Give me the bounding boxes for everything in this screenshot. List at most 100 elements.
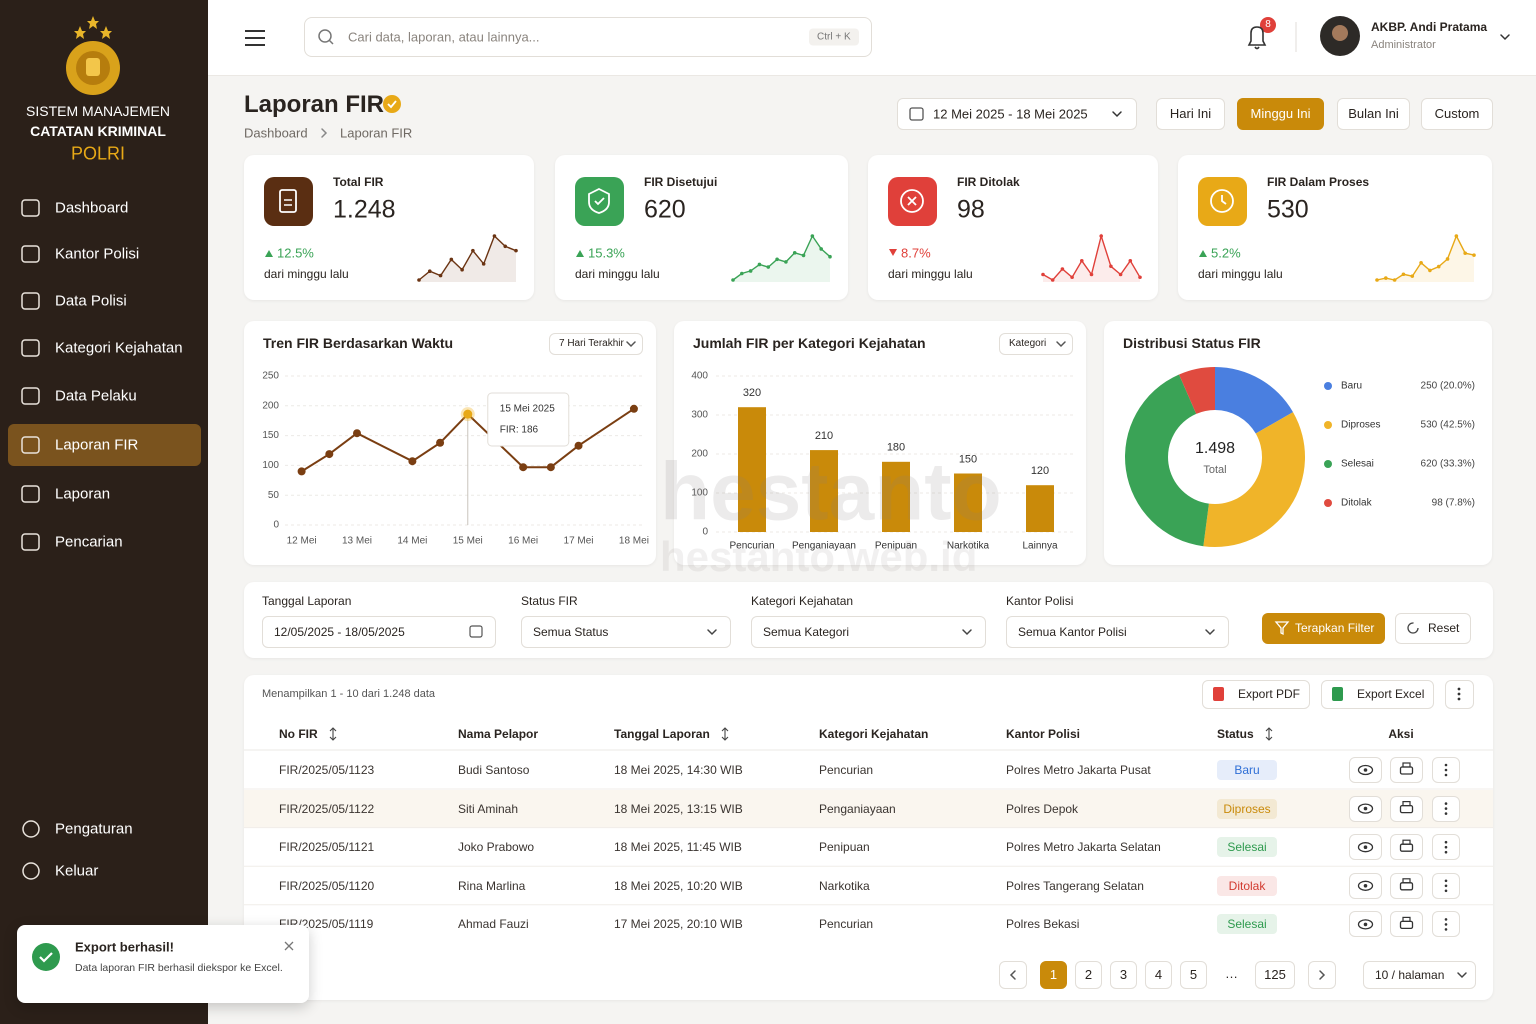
chart-dropdown[interactable]: Kategori bbox=[999, 333, 1073, 355]
page-button[interactable]: 125 bbox=[1255, 961, 1295, 989]
table-cell: Penganiayaan bbox=[819, 801, 896, 816]
reset-button[interactable]: Reset bbox=[1395, 613, 1471, 644]
view-button[interactable] bbox=[1349, 795, 1382, 822]
date-range-picker[interactable] bbox=[897, 98, 1137, 130]
stat-label: Total FIR bbox=[333, 175, 384, 189]
column-header[interactable]: Status bbox=[1217, 727, 1254, 741]
page-button[interactable]: 4 bbox=[1145, 961, 1172, 989]
table-cell: Polres Bekasi bbox=[1006, 917, 1080, 932]
menu-item[interactable]: Kantor Polisi bbox=[55, 245, 140, 263]
print-button[interactable] bbox=[1390, 911, 1423, 938]
print-button[interactable] bbox=[1390, 757, 1423, 783]
filter-input[interactable]: Semua Status bbox=[521, 616, 731, 648]
menu-item[interactable]: Data Polisi bbox=[55, 292, 127, 310]
table-panel bbox=[244, 675, 1493, 1000]
stat-value: 620 bbox=[644, 195, 686, 224]
column-header[interactable]: Tanggal Laporan bbox=[614, 727, 710, 741]
stat-value: 1.248 bbox=[333, 195, 396, 224]
chart-dropdown[interactable]: 7 Hari Terakhir bbox=[549, 333, 643, 355]
status-badge: Baru bbox=[1217, 760, 1277, 780]
column-header: Kategori Kejahatan bbox=[819, 727, 929, 741]
stat-change: 5.2% bbox=[1211, 245, 1241, 261]
filter-input[interactable]: Semua Kantor Polisi bbox=[1006, 616, 1229, 648]
page-button[interactable]: 1 bbox=[1040, 961, 1067, 989]
more-button[interactable] bbox=[1432, 911, 1460, 938]
menu-item[interactable]: Pencarian bbox=[55, 533, 123, 551]
print-button[interactable] bbox=[1390, 795, 1423, 822]
more-button[interactable] bbox=[1432, 795, 1460, 822]
table-cell: Polres Metro Jakarta Pusat bbox=[1006, 763, 1151, 777]
menu-item[interactable]: Kategori Kejahatan bbox=[55, 339, 183, 357]
column-header[interactable]: No FIR bbox=[279, 727, 318, 741]
stat-note: dari minggu lalu bbox=[888, 267, 973, 281]
menu-item[interactable]: Laporan FIR bbox=[55, 436, 139, 454]
toast: Export berhasil! Data laporan FIR berhasi… bbox=[17, 925, 309, 1003]
menu-item[interactable]: Data Pelaku bbox=[55, 387, 137, 405]
search-placeholder: Cari data, laporan, atau lainnya... bbox=[348, 29, 540, 45]
filter-input[interactable]: Semua Kategori bbox=[751, 616, 986, 648]
toast-message: Data laporan FIR berhasil diekspor ke Ex… bbox=[75, 962, 283, 974]
toast-title: Export berhasil! bbox=[75, 939, 174, 955]
next-page[interactable] bbox=[1308, 961, 1336, 989]
period-button[interactable]: Minggu Ini bbox=[1237, 98, 1324, 130]
stat-icon-box bbox=[575, 177, 624, 226]
sidebar bbox=[0, 0, 208, 1024]
stat-change: 8.7% bbox=[901, 245, 931, 261]
brand-text: CATATAN KRIMINAL bbox=[30, 123, 166, 139]
print-button[interactable] bbox=[1390, 872, 1423, 899]
table-cell: 18 Mei 2025, 11:45 WIB bbox=[614, 840, 742, 855]
stat-icon-box bbox=[264, 177, 313, 226]
menu-item[interactable]: Keluar bbox=[55, 862, 99, 880]
print-button[interactable] bbox=[1390, 834, 1423, 861]
stat-change: 12.5% bbox=[277, 245, 314, 261]
table-cell: Penipuan bbox=[819, 840, 870, 855]
brand-text: SISTEM MANAJEMEN bbox=[26, 103, 170, 119]
page-button[interactable]: 5 bbox=[1180, 961, 1207, 989]
prev-page[interactable] bbox=[999, 961, 1027, 989]
export-button[interactable]: Export Excel bbox=[1321, 680, 1434, 709]
more-button[interactable] bbox=[1432, 872, 1460, 899]
period-button[interactable]: Hari Ini bbox=[1156, 98, 1225, 130]
stat-note: dari minggu lalu bbox=[264, 267, 349, 281]
table-cell: Rina Marlina bbox=[458, 878, 526, 893]
view-button[interactable] bbox=[1349, 872, 1382, 899]
notification-badge[interactable]: 8 bbox=[1260, 17, 1276, 33]
menu-active-bg bbox=[8, 424, 201, 466]
view-button[interactable] bbox=[1349, 834, 1382, 861]
export-button[interactable]: Export PDF bbox=[1202, 680, 1310, 709]
view-button[interactable] bbox=[1349, 911, 1382, 938]
user-role: Administrator bbox=[1371, 39, 1436, 51]
menu-item[interactable]: Laporan bbox=[55, 485, 111, 503]
table-cell: 18 Mei 2025, 14:30 WIB bbox=[614, 763, 743, 777]
chart-title: Jumlah FIR per Kategori Kejahatan bbox=[693, 335, 926, 351]
verified-check bbox=[387, 100, 397, 109]
table-cell: Polres Metro Jakarta Selatan bbox=[1006, 840, 1161, 855]
view-button[interactable] bbox=[1349, 757, 1382, 783]
chevron-icon bbox=[321, 128, 328, 138]
breadcrumb: Laporan FIR bbox=[340, 125, 413, 141]
more-button[interactable] bbox=[1445, 680, 1474, 709]
table-cell: Budi Santoso bbox=[458, 763, 530, 777]
chart-panel bbox=[1104, 321, 1492, 565]
breadcrumb[interactable]: Dashboard bbox=[244, 125, 308, 141]
table-cell: 18 Mei 2025, 10:20 WIB bbox=[614, 878, 743, 893]
table-cell: Ahmad Fauzi bbox=[458, 917, 529, 932]
period-button[interactable]: Bulan Ini bbox=[1337, 98, 1410, 130]
page-button[interactable]: 3 bbox=[1110, 961, 1137, 989]
more-button[interactable] bbox=[1432, 757, 1460, 783]
per-page-select[interactable]: 10 / halaman bbox=[1363, 961, 1476, 989]
menu-item[interactable]: Dashboard bbox=[55, 199, 129, 217]
page-button[interactable]: 2 bbox=[1075, 961, 1102, 989]
filter-label: Kategori Kejahatan bbox=[751, 594, 854, 608]
chart-title: Distribusi Status FIR bbox=[1123, 335, 1261, 351]
stat-icon-box bbox=[888, 177, 937, 226]
search-box[interactable] bbox=[304, 17, 872, 57]
stat-value: 530 bbox=[1267, 195, 1309, 224]
more-button[interactable] bbox=[1432, 834, 1460, 861]
toast-icons bbox=[32, 941, 294, 971]
apply-filter-button[interactable]: Terapkan Filter bbox=[1262, 613, 1385, 644]
filter-input[interactable]: 12/05/2025 - 18/05/2025 bbox=[262, 616, 496, 648]
menu-item[interactable]: Pengaturan bbox=[55, 820, 133, 838]
status-badge: Selesai bbox=[1217, 914, 1277, 935]
period-button[interactable]: Custom bbox=[1421, 98, 1493, 130]
